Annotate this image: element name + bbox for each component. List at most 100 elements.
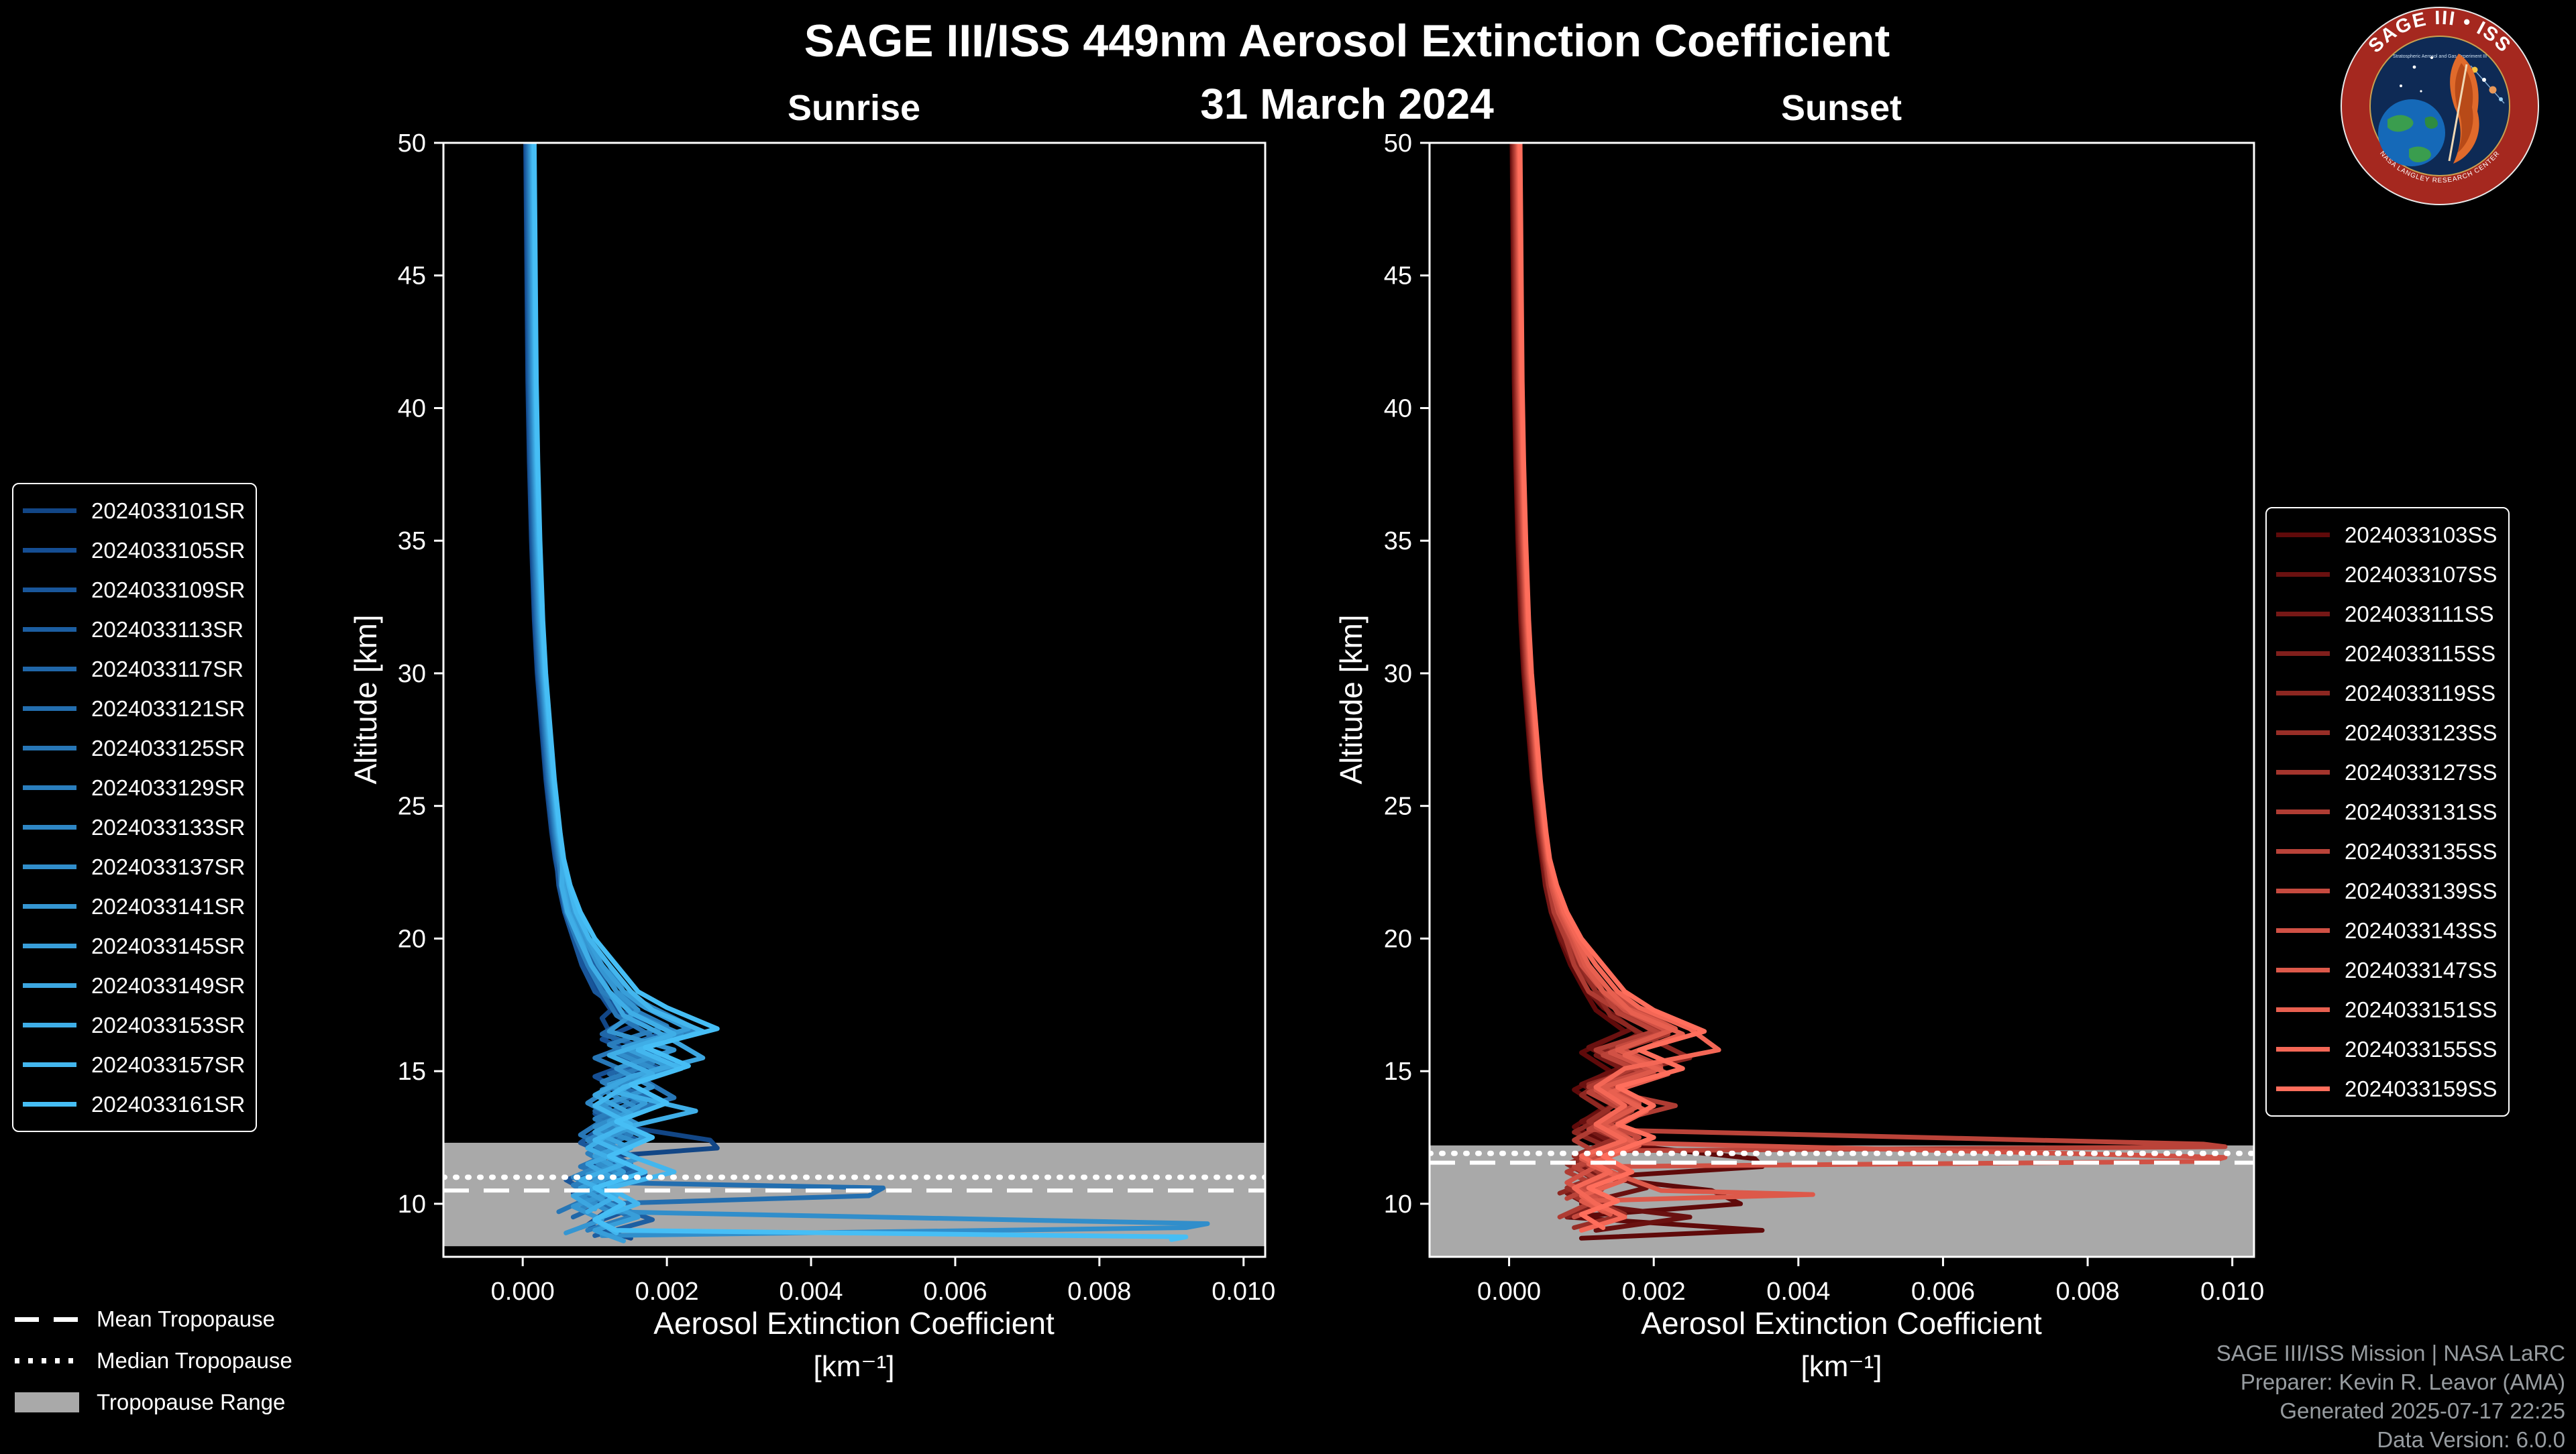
tropopause-legend: Mean Tropopause Median Tropopause Tropop… [15, 1298, 292, 1423]
legend-line-swatch [23, 825, 76, 830]
legend-item-label: 2024033147SS [2345, 957, 2498, 983]
tropopause-range-label: Tropopause Range [97, 1390, 286, 1414]
sunset-legend-list: 2024033103SS 2024033107SS 2024033111SS 2024… [2276, 515, 2498, 1109]
legend-line-swatch [2276, 849, 2330, 854]
dashed-line-icon [15, 1317, 79, 1322]
legend-line-swatch [23, 706, 76, 711]
legend-item-label: 2024033137SR [91, 854, 246, 879]
axis-tick-labels: 0.000 0.002 0.004 0.006 0.008 0.010 10 15 20 25 30… [398, 129, 1276, 1306]
legend-item-label: 2024033117SR [91, 656, 244, 681]
y-tick-label: 15 [398, 1058, 426, 1086]
legend-item-label: 2024033159SS [2345, 1076, 2498, 1101]
legend-line-swatch [2276, 968, 2330, 972]
legend-line-swatch [23, 1023, 76, 1027]
legend-item-label: 2024033125SR [91, 735, 246, 761]
sunrise-legend-list: 2024033101SR 2024033105SR 2024033109SR 2024… [23, 491, 245, 1124]
logo-subtitle: Stratospheric Aerosol and Gas Experiment… [2393, 54, 2487, 59]
logo-figure-icon [2448, 54, 2479, 164]
sunrise-x-axis-label: Aerosol Extinction Coefficient [653, 1306, 1055, 1341]
legend-item-label: 2024033143SS [2345, 917, 2498, 943]
legend-line-swatch [2276, 770, 2330, 775]
legend-item: 2024033105SR [23, 530, 245, 570]
legend-item: 2024033123SS [2276, 713, 2498, 752]
legend-item: 2024033109SR [23, 570, 245, 610]
mission-logo: SAGE III • ISS Stratospheric Aerosol and… [2341, 7, 2539, 205]
legend-item-label: 2024033109SR [91, 577, 246, 602]
mission-credit-line: SAGE III/ISS Mission | NASA LaRC [2216, 1341, 2565, 1365]
legend-line-swatch [2276, 889, 2330, 893]
logo-stars-icon [2400, 56, 2433, 93]
sunset-x-axis-units: [km⁻¹] [1801, 1350, 1882, 1383]
legend-item-label: 2024033133SR [91, 814, 246, 840]
legend-line-swatch [2276, 533, 2330, 537]
dotted-line-icon [15, 1358, 79, 1363]
legend-line-swatch [2276, 572, 2330, 577]
sunset-plot-area [1430, 143, 2254, 1257]
legend-item: 2024033151SS [2276, 990, 2498, 1029]
legend-item-label: 2024033123SS [2345, 720, 2498, 745]
profile-line [526, 143, 885, 1220]
legend-line-swatch [2276, 1086, 2330, 1091]
profile-line [531, 143, 1189, 1242]
data-version-line: Data Version: 6.0.0 [2377, 1427, 2565, 1452]
legend-item: 2024033155SS [2276, 1029, 2498, 1069]
legend-line-swatch [23, 627, 76, 632]
legend-item-label: 2024033107SS [2345, 561, 2498, 587]
y-tick-label: 20 [398, 925, 426, 953]
mean-tropopause-legend-row: Mean Tropopause [15, 1298, 292, 1340]
median-tropopause-legend-row: Median Tropopause [15, 1340, 292, 1382]
x-tick-label: 0.004 [1766, 1278, 1830, 1306]
legend-item-label: 2024033113SR [91, 616, 244, 642]
y-tick-label: 30 [398, 660, 426, 688]
legend-item-label: 2024033151SS [2345, 997, 2498, 1022]
x-tick-label: 0.008 [2055, 1278, 2119, 1306]
legend-line-swatch [23, 588, 76, 592]
sunrise-y-axis-label: Altitude [km] [348, 614, 383, 785]
preparer-line: Preparer: Kevin R. Leavor (AMA) [2240, 1369, 2565, 1394]
sunset-panel-title: Sunset [1780, 88, 1902, 128]
legend-item-label: 2024033161SR [91, 1091, 246, 1117]
x-tick-label: 0.002 [635, 1278, 699, 1306]
x-tick-label: 0.002 [1622, 1278, 1686, 1306]
sunset-x-axis-label: Aerosol Extinction Coefficient [1641, 1306, 2042, 1341]
legend-item-label: 2024033131SS [2345, 799, 2498, 824]
legend-line-swatch [23, 1102, 76, 1107]
x-tick-label: 0.010 [2200, 1278, 2264, 1306]
legend-line-swatch [23, 667, 76, 671]
plot-border [1428, 142, 2255, 1258]
y-tick-label: 35 [398, 527, 426, 555]
legend-line-swatch [23, 785, 76, 790]
y-tick-label: 10 [1384, 1190, 1412, 1219]
y-tick-label: 40 [398, 394, 426, 423]
sunrise-x-axis-units: [km⁻¹] [813, 1350, 895, 1383]
legend-item-label: 2024033121SR [91, 695, 246, 721]
sunrise-legend: 2024033101SR 2024033105SR 2024033109SR 2024… [12, 483, 258, 1132]
legend-item: 2024033137SR [23, 847, 245, 887]
sunrise-series-lines [523, 143, 1210, 1243]
legend-item-label: 2024033111SS [2345, 601, 2494, 626]
legend-item-label: 2024033153SR [91, 1012, 246, 1038]
logo-earth-icon [2378, 99, 2445, 166]
legend-item: 2024033139SS [2276, 871, 2498, 911]
legend-item: 2024033121SR [23, 689, 245, 728]
profile-line [1515, 143, 1815, 1217]
legend-line-swatch [23, 864, 76, 869]
legend-line-swatch [2276, 1047, 2330, 1052]
legend-item: 2024033147SS [2276, 950, 2498, 990]
sunset-legend: 2024033103SS 2024033107SS 2024033111SS 2024… [2265, 507, 2510, 1117]
legend-item: 2024033101SR [23, 491, 245, 530]
legend-item: 2024033111SS [2276, 594, 2498, 634]
x-tick-label: 0.004 [779, 1278, 843, 1306]
legend-item-label: 2024033129SR [91, 775, 246, 800]
legend-line-swatch [2276, 730, 2330, 735]
legend-item: 2024033115SS [2276, 634, 2498, 673]
x-tick-label: 0.010 [1212, 1278, 1275, 1306]
y-tick-label: 50 [398, 129, 426, 158]
legend-item: 2024033141SR [23, 887, 245, 926]
sunset-series-lines [1509, 143, 2228, 1241]
y-tick-label: 20 [1384, 925, 1412, 953]
legend-line-swatch [2276, 809, 2330, 814]
legend-line-swatch [2276, 691, 2330, 695]
axis-tick-labels: 0.000 0.002 0.004 0.006 0.008 0.010 10 15 20 25 30… [1384, 129, 2264, 1306]
legend-item: 2024033129SR [23, 768, 245, 807]
